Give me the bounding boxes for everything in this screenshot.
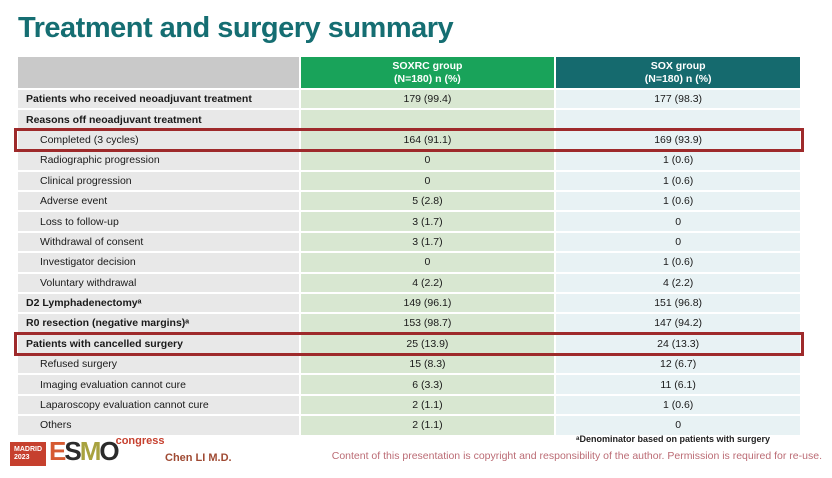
- row-soxrc-value: 0: [300, 253, 555, 274]
- header-empty-cell: [18, 57, 299, 88]
- row-sox-value: 1 (0.6): [556, 191, 800, 213]
- row-soxrc-value: 149 (96.1): [300, 293, 555, 315]
- header-soxrc-line2: (N=180) n (%): [394, 72, 461, 85]
- header-sox-line1: SOX group: [650, 60, 706, 72]
- table-row: Imaging evaluation cannot cure 6 (3.3) 1…: [18, 375, 800, 396]
- row-label: D2 Lymphadenectomyᵃ: [18, 293, 299, 315]
- madrid-label: MADRID: [14, 446, 42, 453]
- esmo-letter-o: O: [99, 436, 119, 466]
- esmo-letter-s: S: [64, 436, 81, 466]
- summary-table: SOXRC group (N=180) n (%) SOX group (N=1…: [14, 57, 804, 437]
- table-row: Reasons off neoadjuvant treatment: [18, 110, 800, 131]
- row-label: Investigator decision: [18, 253, 299, 274]
- row-sox-value: 12 (6.7): [556, 355, 800, 376]
- row-label: Clinical progression: [18, 171, 299, 192]
- row-sox-value: 4 (2.2): [556, 273, 800, 294]
- row-sox-value: 147 (94.2): [556, 314, 800, 335]
- table-row: Completed (3 cycles) 164 (91.1) 169 (93.…: [14, 127, 804, 153]
- row-sox-value: 177 (98.3): [556, 90, 800, 111]
- table-row: D2 Lymphadenectomyᵃ 149 (96.1) 151 (96.8…: [18, 293, 800, 315]
- header-sox-group: SOX group (N=180) n (%): [556, 57, 801, 88]
- row-soxrc-value: 164 (91.1): [300, 130, 555, 152]
- row-sox-value: 1 (0.6): [556, 171, 800, 192]
- row-soxrc-value: 0: [300, 171, 555, 192]
- row-sox-value: [556, 110, 800, 131]
- row-sox-value: 1 (0.6): [556, 395, 800, 417]
- row-label: Withdrawal of consent: [18, 232, 299, 254]
- esmo-letter-e: E: [49, 436, 66, 466]
- row-sox-value: 1 (0.6): [556, 151, 800, 172]
- row-label: Adverse event: [18, 191, 299, 213]
- esmo-letter-m: M: [79, 436, 102, 466]
- row-sox-value: 0: [556, 416, 800, 437]
- table-row: Withdrawal of consent 3 (1.7) 0: [18, 232, 800, 254]
- row-sox-value: 0: [556, 232, 800, 254]
- table-row: Others 2 (1.1) 0: [18, 416, 800, 437]
- row-sox-value: 151 (96.8): [556, 293, 800, 315]
- header-soxrc-line1: SOXRC group: [392, 60, 463, 72]
- row-soxrc-value: 4 (2.2): [300, 273, 555, 294]
- row-label: R0 resection (negative margins)ᵃ: [18, 314, 299, 335]
- author-name: Chen LI M.D.: [165, 452, 232, 464]
- row-label: Completed (3 cycles): [18, 130, 299, 152]
- header-sox-line2: (N=180) n (%): [644, 72, 712, 85]
- table-row: Adverse event 5 (2.8) 1 (0.6): [18, 191, 800, 213]
- row-sox-value: 24 (13.3): [556, 334, 800, 356]
- row-soxrc-value: 5 (2.8): [300, 191, 555, 213]
- row-sox-value: 11 (6.1): [556, 375, 800, 396]
- row-soxrc-value: 0: [300, 151, 555, 172]
- row-label: Loss to follow-up: [18, 212, 299, 233]
- table-row: Clinical progression 0 1 (0.6): [18, 171, 800, 192]
- row-sox-value: 1 (0.6): [556, 253, 800, 274]
- row-label: Refused surgery: [18, 355, 299, 376]
- table-row: Refused surgery 15 (8.3) 12 (6.7): [18, 355, 800, 376]
- row-soxrc-value: 179 (99.4): [300, 90, 555, 111]
- row-sox-value: 0: [556, 212, 800, 233]
- table-header-row: SOXRC group (N=180) n (%) SOX group (N=1…: [18, 57, 801, 88]
- table-body: Patients who received neoadjuvant treatm…: [14, 90, 804, 437]
- row-soxrc-value: 15 (8.3): [300, 355, 555, 376]
- page-title: Treatment and surgery summary: [18, 12, 454, 44]
- row-label: Radiographic progression: [18, 151, 299, 172]
- madrid-year: 2023: [14, 454, 30, 461]
- table-row: Loss to follow-up 3 (1.7) 0: [18, 212, 800, 233]
- table-row: R0 resection (negative margins)ᵃ 153 (98…: [18, 314, 800, 335]
- row-label: Voluntary withdrawal: [18, 273, 299, 294]
- madrid-2023-badge: MADRID 2023: [10, 442, 46, 466]
- row-soxrc-value: 3 (1.7): [300, 212, 555, 233]
- table-row: Investigator decision 0 1 (0.6): [18, 253, 800, 274]
- copyright-notice: Content of this presentation is copyrigh…: [331, 450, 822, 462]
- row-soxrc-value: 2 (1.1): [300, 395, 555, 417]
- table-row: Laparoscopy evaluation cannot cure 2 (1.…: [18, 395, 800, 417]
- row-soxrc-value: 6 (3.3): [300, 375, 555, 396]
- denominator-footnote: ᵃDenominator based on patients with surg…: [576, 434, 770, 444]
- row-soxrc-value: 153 (98.7): [300, 314, 555, 335]
- header-soxrc-group: SOXRC group (N=180) n (%): [300, 57, 555, 88]
- esmo-wordmark: ESMO: [49, 436, 120, 467]
- row-label: Others: [18, 416, 299, 437]
- row-label: Reasons off neoadjuvant treatment: [18, 110, 299, 131]
- table-row: Patients who received neoadjuvant treatm…: [18, 90, 800, 111]
- row-soxrc-value: [300, 110, 555, 131]
- row-soxrc-value: 25 (13.9): [300, 334, 555, 356]
- table-row: Patients with cancelled surgery 25 (13.9…: [14, 331, 804, 357]
- table-row: Voluntary withdrawal 4 (2.2) 4 (2.2): [18, 273, 800, 294]
- row-soxrc-value: 3 (1.7): [300, 232, 555, 254]
- row-label: Patients who received neoadjuvant treatm…: [18, 90, 299, 111]
- congress-label: congress: [115, 435, 165, 447]
- row-soxrc-value: 2 (1.1): [300, 416, 555, 437]
- row-label: Laparoscopy evaluation cannot cure: [18, 395, 299, 417]
- row-label: Patients with cancelled surgery: [18, 334, 299, 356]
- row-sox-value: 169 (93.9): [556, 130, 800, 152]
- footer: MADRID 2023 ESMO congress Chen LI M.D. ᵃ…: [0, 434, 832, 478]
- table-row: Radiographic progression 0 1 (0.6): [18, 151, 800, 172]
- row-label: Imaging evaluation cannot cure: [18, 375, 299, 396]
- esmo-congress-logo: MADRID 2023 ESMO congress: [10, 434, 165, 467]
